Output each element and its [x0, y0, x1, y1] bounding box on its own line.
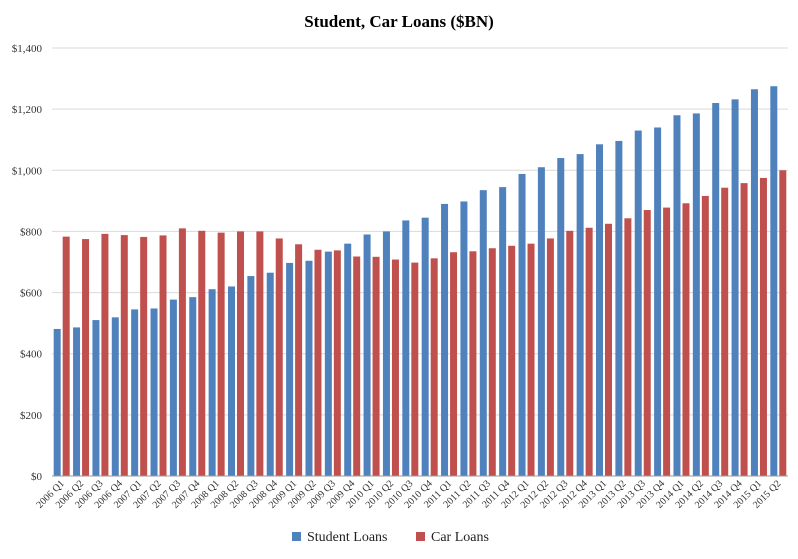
bar-car-loans [450, 252, 458, 476]
bar-car-loans [488, 248, 496, 476]
bar-student-loans [460, 201, 468, 476]
bar-student-loans [324, 251, 332, 476]
bar-car-loans [217, 232, 225, 476]
bar-car-loans [101, 233, 109, 476]
bar-student-loans [169, 299, 177, 476]
bar-student-loans [770, 86, 778, 476]
bar-car-loans [682, 203, 690, 476]
bar-car-loans [663, 207, 671, 476]
bar-student-loans [421, 217, 429, 476]
bar-student-loans [654, 127, 662, 476]
legend-swatch-car-loans [416, 532, 425, 541]
y-tick-label: $1,400 [12, 43, 43, 55]
bar-student-loans [731, 99, 739, 477]
bar-student-loans [382, 231, 390, 476]
legend-swatch-student-loans [292, 532, 301, 541]
bar-car-loans [314, 249, 322, 476]
y-tick-label: $600 [20, 288, 43, 300]
bar-car-loans [140, 236, 148, 476]
chart-title: Student, Car Loans ($BN) [304, 12, 494, 31]
y-tick-label: $200 [20, 410, 43, 422]
bar-student-loans [150, 308, 158, 476]
bar-car-loans [740, 183, 748, 476]
bar-car-loans [566, 230, 574, 476]
bar-student-loans [266, 272, 274, 476]
legend-label-student-loans: Student Loans [307, 530, 388, 545]
bar-student-loans [499, 187, 507, 476]
bar-student-loans [576, 154, 584, 476]
bar-student-loans [208, 289, 216, 476]
bar-car-loans [295, 244, 303, 476]
bar-student-loans [518, 173, 526, 476]
bar-student-loans [692, 113, 700, 477]
bar-student-loans [441, 203, 449, 476]
y-tick-label: $1,000 [12, 165, 43, 177]
bar-car-loans [701, 195, 709, 477]
bar-student-loans [228, 286, 235, 476]
y-tick-label: $1,200 [12, 104, 43, 116]
bars [53, 86, 787, 477]
bar-student-loans [750, 89, 758, 477]
bar-car-loans [353, 256, 361, 476]
bar-student-loans [596, 144, 603, 477]
bar-student-loans [363, 234, 371, 476]
bar-car-loans [624, 218, 632, 477]
bar-student-loans [634, 130, 642, 477]
bar-car-loans [546, 238, 554, 476]
bar-student-loans [537, 167, 545, 476]
bar-car-loans [256, 231, 264, 476]
bar-student-loans [111, 317, 119, 476]
bar-car-loans [643, 210, 651, 476]
bar-student-loans [712, 103, 720, 477]
bar-car-loans [120, 235, 128, 476]
bar-student-loans [247, 276, 255, 476]
bar-student-loans [479, 190, 487, 476]
y-tick-label: $0 [31, 471, 43, 483]
bar-car-loans [372, 256, 380, 476]
bar-student-loans [305, 260, 313, 476]
bar-car-loans [469, 251, 477, 476]
bar-student-loans [344, 243, 352, 476]
legend-label-car-loans: Car Loans [431, 530, 489, 545]
bar-car-loans [62, 236, 70, 476]
bar-car-loans [585, 227, 593, 476]
bar-car-loans [411, 262, 419, 476]
bar-car-loans [391, 259, 399, 476]
bar-student-loans [73, 327, 81, 476]
bar-car-loans [159, 235, 167, 476]
y-tick-label: $800 [20, 226, 43, 238]
bar-car-loans [198, 230, 206, 476]
bar-student-loans [53, 328, 61, 476]
bar-car-loans [605, 223, 612, 476]
bar-car-loans [178, 228, 186, 476]
bar-car-loans [527, 243, 535, 476]
bar-student-loans [92, 320, 100, 476]
bar-car-loans [333, 250, 341, 476]
bar-car-loans [237, 231, 244, 476]
bar-car-loans [82, 239, 90, 476]
y-axis-ticks: $0 $200 $400 $600 $800 $1,000 $1,200 $1,400 [12, 43, 43, 483]
bar-student-loans [673, 115, 681, 476]
bar-car-loans [779, 170, 787, 477]
bar-student-loans [615, 140, 623, 477]
bar-student-loans [557, 158, 565, 477]
bar-car-loans [721, 187, 729, 476]
bar-student-loans [286, 262, 294, 476]
bar-car-loans [430, 258, 438, 476]
bar-car-loans [759, 177, 767, 476]
bar-car-loans [275, 238, 283, 476]
y-tick-label: $400 [20, 349, 43, 361]
bar-car-loans [508, 245, 516, 476]
bar-student-loans [131, 309, 139, 476]
legend: Student Loans Car Loans [292, 530, 489, 545]
bar-student-loans [189, 297, 197, 476]
bar-student-loans [402, 220, 410, 476]
